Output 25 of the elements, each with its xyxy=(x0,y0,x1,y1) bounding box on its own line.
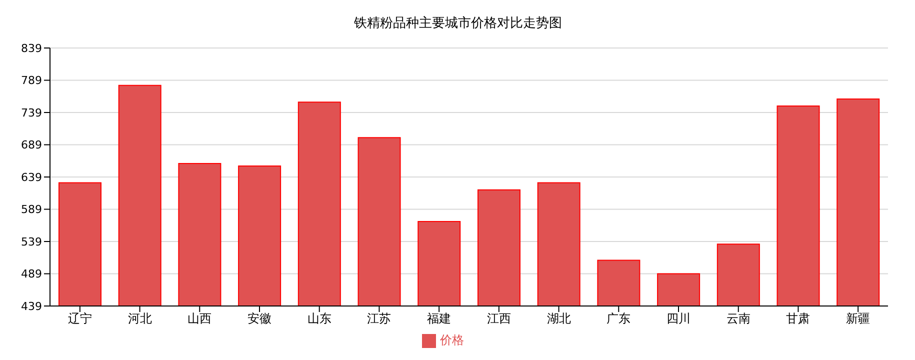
x-tick-label: 湖北 xyxy=(546,312,571,326)
y-tick-label: 489 xyxy=(21,268,42,281)
y-tick-label: 589 xyxy=(21,203,42,216)
x-tick-label: 新疆 xyxy=(846,312,870,326)
y-tick-label: 789 xyxy=(21,74,42,88)
x-tick-label: 山东 xyxy=(307,312,332,326)
y-tick-label: 839 xyxy=(21,42,42,55)
x-tick-label: 安徽 xyxy=(248,312,272,326)
chart-title: 铁精粉品种主要城市价格对比走势图 xyxy=(353,15,563,33)
x-tick-label: 辽宁 xyxy=(68,312,92,326)
x-tick-label: 甘肃 xyxy=(786,312,810,326)
y-tick-label: 639 xyxy=(21,170,42,184)
legend-label: 价格 xyxy=(440,333,464,347)
y-tick-label: 739 xyxy=(21,106,42,120)
x-tick-label: 江苏 xyxy=(367,312,392,326)
y-tick-label: 439 xyxy=(21,300,42,313)
x-tick-label: 河北 xyxy=(128,312,152,326)
x-tick-label: 四川 xyxy=(666,312,690,326)
y-tick-label: 539 xyxy=(21,235,42,248)
x-tick-label: 云南 xyxy=(726,312,750,326)
y-tick-label: 689 xyxy=(21,138,42,152)
x-tick-label: 福建 xyxy=(427,312,452,326)
x-tick-label: 江西 xyxy=(486,312,511,326)
x-tick-label: 山西 xyxy=(188,312,212,326)
x-tick-label: 广东 xyxy=(606,312,631,326)
